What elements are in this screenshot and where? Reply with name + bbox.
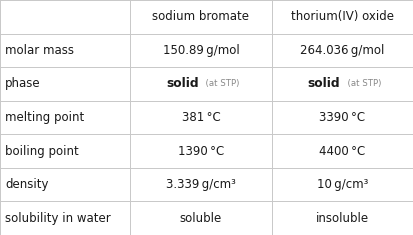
Text: thorium(IV) oxide: thorium(IV) oxide	[291, 10, 394, 23]
Text: molar mass: molar mass	[5, 44, 74, 57]
Text: 3.339 g/cm³: 3.339 g/cm³	[166, 178, 236, 191]
Text: melting point: melting point	[5, 111, 84, 124]
Text: phase: phase	[5, 77, 40, 90]
Text: 150.89 g/mol: 150.89 g/mol	[163, 44, 239, 57]
Text: sodium bromate: sodium bromate	[152, 10, 249, 23]
Text: (at STP): (at STP)	[342, 79, 381, 88]
Text: (at STP): (at STP)	[200, 79, 240, 88]
Text: solid: solid	[308, 77, 340, 90]
Text: soluble: soluble	[180, 212, 222, 225]
Text: solid: solid	[166, 77, 199, 90]
Text: solubility in water: solubility in water	[5, 212, 111, 225]
Text: 3390 °C: 3390 °C	[319, 111, 366, 124]
Text: 381 °C: 381 °C	[182, 111, 220, 124]
Text: boiling point: boiling point	[5, 145, 79, 158]
Text: 264.036 g/mol: 264.036 g/mol	[300, 44, 385, 57]
Text: 1390 °C: 1390 °C	[178, 145, 224, 158]
Text: density: density	[5, 178, 48, 191]
Text: insoluble: insoluble	[316, 212, 369, 225]
Text: 10 g/cm³: 10 g/cm³	[317, 178, 368, 191]
Text: 4400 °C: 4400 °C	[319, 145, 366, 158]
